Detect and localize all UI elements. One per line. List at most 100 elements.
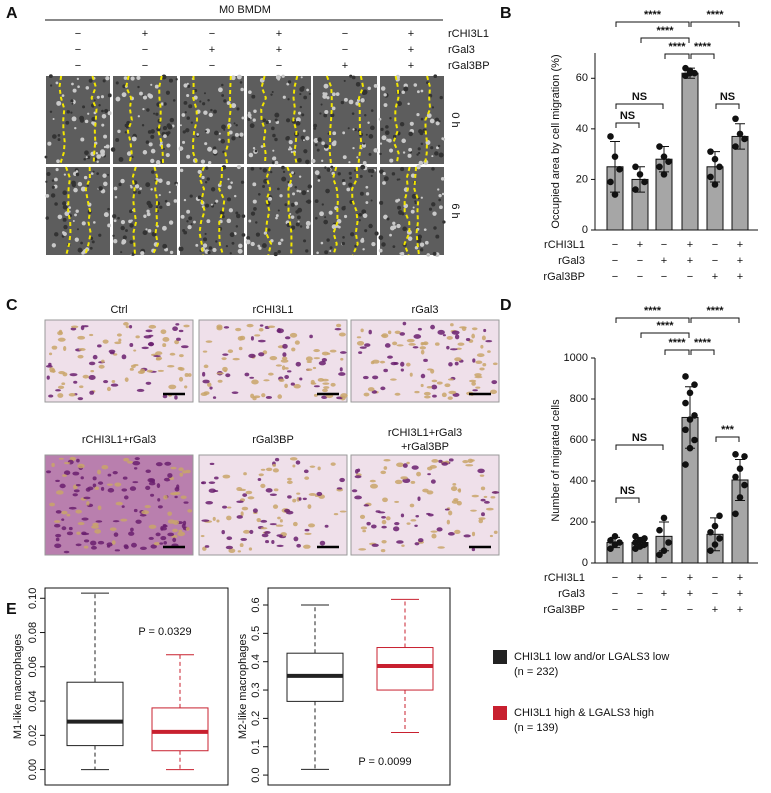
box [151,707,209,752]
cell [226,515,232,521]
cell [199,100,202,103]
cell [402,151,406,154]
cell [230,75,236,81]
cell [435,121,440,126]
cell [145,485,151,490]
cell [61,510,68,515]
cell [357,468,361,473]
condition-value: + [637,572,643,584]
cell [248,353,256,359]
cell [428,207,433,211]
significance-label: **** [644,9,662,21]
cell [320,103,323,106]
cell [362,529,367,533]
cell [427,466,433,471]
cell [348,161,351,164]
cell [420,142,424,146]
cell [331,224,337,230]
cell [64,211,70,217]
cell [369,479,376,483]
cell [63,470,71,476]
cell [480,344,484,349]
data-point [707,547,714,554]
data-point [691,436,698,444]
cell [339,367,343,372]
cell [204,142,208,146]
cell [293,536,299,542]
cell [305,249,309,253]
cell [313,393,318,397]
cell [196,133,199,136]
y-axis-label: Occupied area by cell migration (%) [550,54,562,228]
cell [431,202,436,207]
cell [49,110,53,114]
cell [150,134,155,139]
cell [223,326,230,329]
cell [295,117,301,123]
significance-bracket [615,497,640,503]
cell [277,394,283,399]
cell [286,82,290,86]
cell [415,515,420,518]
cell [205,340,213,343]
cell [180,495,187,500]
cell [129,324,133,329]
cell [306,199,312,204]
cell [141,124,145,127]
cell [303,544,311,549]
cell [83,545,89,549]
cell [360,328,364,333]
cell [454,334,460,340]
cell [337,172,341,176]
cell [167,532,175,537]
cell [178,246,184,252]
cell [62,190,68,196]
significance-bracket [664,53,690,59]
cell [406,461,410,465]
cell [202,546,207,551]
cell [167,131,171,135]
image-label: rGal3 [412,304,439,316]
cell [487,350,491,353]
cell [187,224,192,230]
cell [490,496,496,499]
cell [408,131,414,137]
cell [77,335,86,340]
cell [222,474,231,479]
cell [436,381,443,385]
cell [379,142,383,145]
cell [284,508,291,513]
cell [301,190,307,196]
cell [438,198,441,202]
cell [370,199,373,202]
cell [406,229,412,235]
cell [92,476,97,481]
cell [341,178,346,183]
cell [321,203,324,206]
cell [144,505,151,509]
cell [303,239,307,243]
cell [386,217,390,221]
cell [179,367,185,371]
cell [282,352,287,358]
cell [281,165,285,170]
cell [69,456,76,461]
data-point [691,381,698,388]
cell [209,386,213,390]
cell [314,216,318,220]
wound-edge [218,166,226,256]
cell [55,533,62,538]
micrograph [313,164,379,256]
cell [322,94,328,99]
cell [275,216,278,220]
cell [439,205,443,210]
cell [153,112,156,115]
plot-frame [44,587,229,786]
cell [145,228,148,231]
cell [55,490,64,495]
cell [442,137,446,141]
cell [81,517,89,521]
cell [115,501,123,506]
cell [223,370,227,373]
y-tick-label: 0 [582,224,588,236]
